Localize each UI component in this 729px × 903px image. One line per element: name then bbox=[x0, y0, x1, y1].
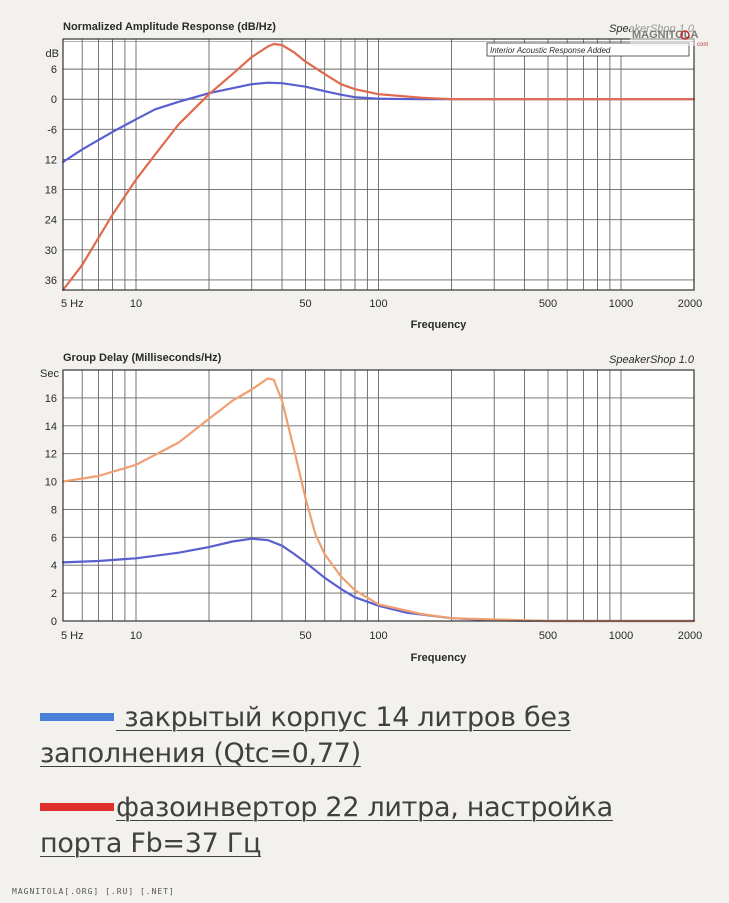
y-tick-label: 10 bbox=[45, 477, 57, 489]
legend-closed-box: закрытый корпус 14 литров без заполнения… bbox=[40, 700, 700, 772]
legend-swatch-blue bbox=[40, 712, 114, 721]
plot-frame bbox=[62, 38, 695, 291]
x-tick-label: 1000 bbox=[609, 298, 633, 310]
x-tick-label: 100 bbox=[369, 630, 387, 642]
y-tick-label: 30 bbox=[45, 245, 57, 257]
y-tick-label: 8 bbox=[51, 504, 57, 516]
watermark-logo-ring bbox=[680, 30, 690, 40]
annotation-text: Interior Acoustic Response Added bbox=[490, 46, 611, 55]
legend-ported-box: фазоинвертор 22 литра, настройка порта F… bbox=[40, 790, 700, 862]
watermark-sub: com bbox=[697, 42, 708, 48]
plot-frame bbox=[62, 369, 695, 622]
y-tick-label: 2 bbox=[51, 588, 57, 600]
y-tick-label: 36 bbox=[45, 275, 57, 287]
series-line-1 bbox=[61, 42, 696, 292]
y-tick-label: 6 bbox=[51, 532, 57, 544]
legend-closed-line2: заполнения (Qtc=0,77) bbox=[40, 738, 361, 769]
annotation-box: Interior Acoustic Response Added bbox=[486, 42, 690, 57]
x-tick-label: 10 bbox=[130, 298, 142, 310]
x-tick-label: 500 bbox=[539, 630, 557, 642]
y-tick-label: 12 bbox=[45, 449, 57, 461]
x-tick-label: 500 bbox=[539, 298, 557, 310]
chart-title: Normalized Amplitude Response (dB/Hz) bbox=[63, 21, 276, 33]
series-line-1 bbox=[61, 377, 696, 623]
group-delay-chart: Group Delay (Milliseconds/Hz) SpeakerShop… bbox=[40, 352, 702, 664]
x-tick-label: 50 bbox=[299, 298, 311, 310]
y-tick-label: 14 bbox=[45, 421, 57, 433]
magnitola-watermark: MAGNITOLA com bbox=[630, 20, 722, 48]
x-tick-label: 2000 bbox=[678, 298, 702, 310]
x-tick-label: 100 bbox=[369, 298, 387, 310]
chart-title: Group Delay (Milliseconds/Hz) bbox=[63, 352, 222, 364]
x-tick-label: 5 Hz bbox=[61, 630, 84, 642]
x-axis-label: Frequency bbox=[411, 319, 468, 331]
y-top-label: Sec bbox=[40, 368, 59, 380]
y-tick-label: 4 bbox=[51, 560, 57, 572]
legend-swatch-red bbox=[40, 802, 114, 811]
y-tick-label: -6 bbox=[47, 124, 57, 136]
y-top-label: dB bbox=[46, 48, 59, 60]
x-tick-label: 2000 bbox=[678, 630, 702, 642]
legend-ported-line2: порта Fb=37 Гц bbox=[40, 828, 262, 859]
y-tick-label: 12 bbox=[45, 154, 57, 166]
x-tick-label: 1000 bbox=[609, 630, 633, 642]
footer-url: MAGNITOLA[.ORG] [.RU] [.NET] bbox=[12, 887, 175, 896]
y-tick-label: 6 bbox=[51, 64, 57, 76]
x-axis-label: Frequency bbox=[411, 652, 468, 664]
amplitude-response-chart: Normalized Amplitude Response (dB/Hz)Spe… bbox=[45, 21, 702, 331]
annotation-frame bbox=[486, 42, 690, 57]
y-tick-label: 0 bbox=[51, 616, 57, 628]
y-tick-label: 0 bbox=[51, 94, 57, 106]
legend-closed-line1: закрытый корпус 14 литров без bbox=[116, 702, 571, 733]
x-tick-label: 5 Hz bbox=[61, 298, 84, 310]
x-tick-label: 50 bbox=[299, 630, 311, 642]
y-tick-label: 24 bbox=[45, 215, 57, 227]
charts-canvas: Normalized Amplitude Response (dB/Hz) Spe… bbox=[40, 20, 722, 664]
legend-ported-line1: фазоинвертор 22 литра, настройка bbox=[116, 792, 613, 823]
y-tick-label: 18 bbox=[45, 185, 57, 197]
x-tick-label: 10 bbox=[130, 630, 142, 642]
y-tick-label: 16 bbox=[45, 393, 57, 405]
chart-brand: SpeakerShop 1.0 bbox=[609, 354, 695, 366]
